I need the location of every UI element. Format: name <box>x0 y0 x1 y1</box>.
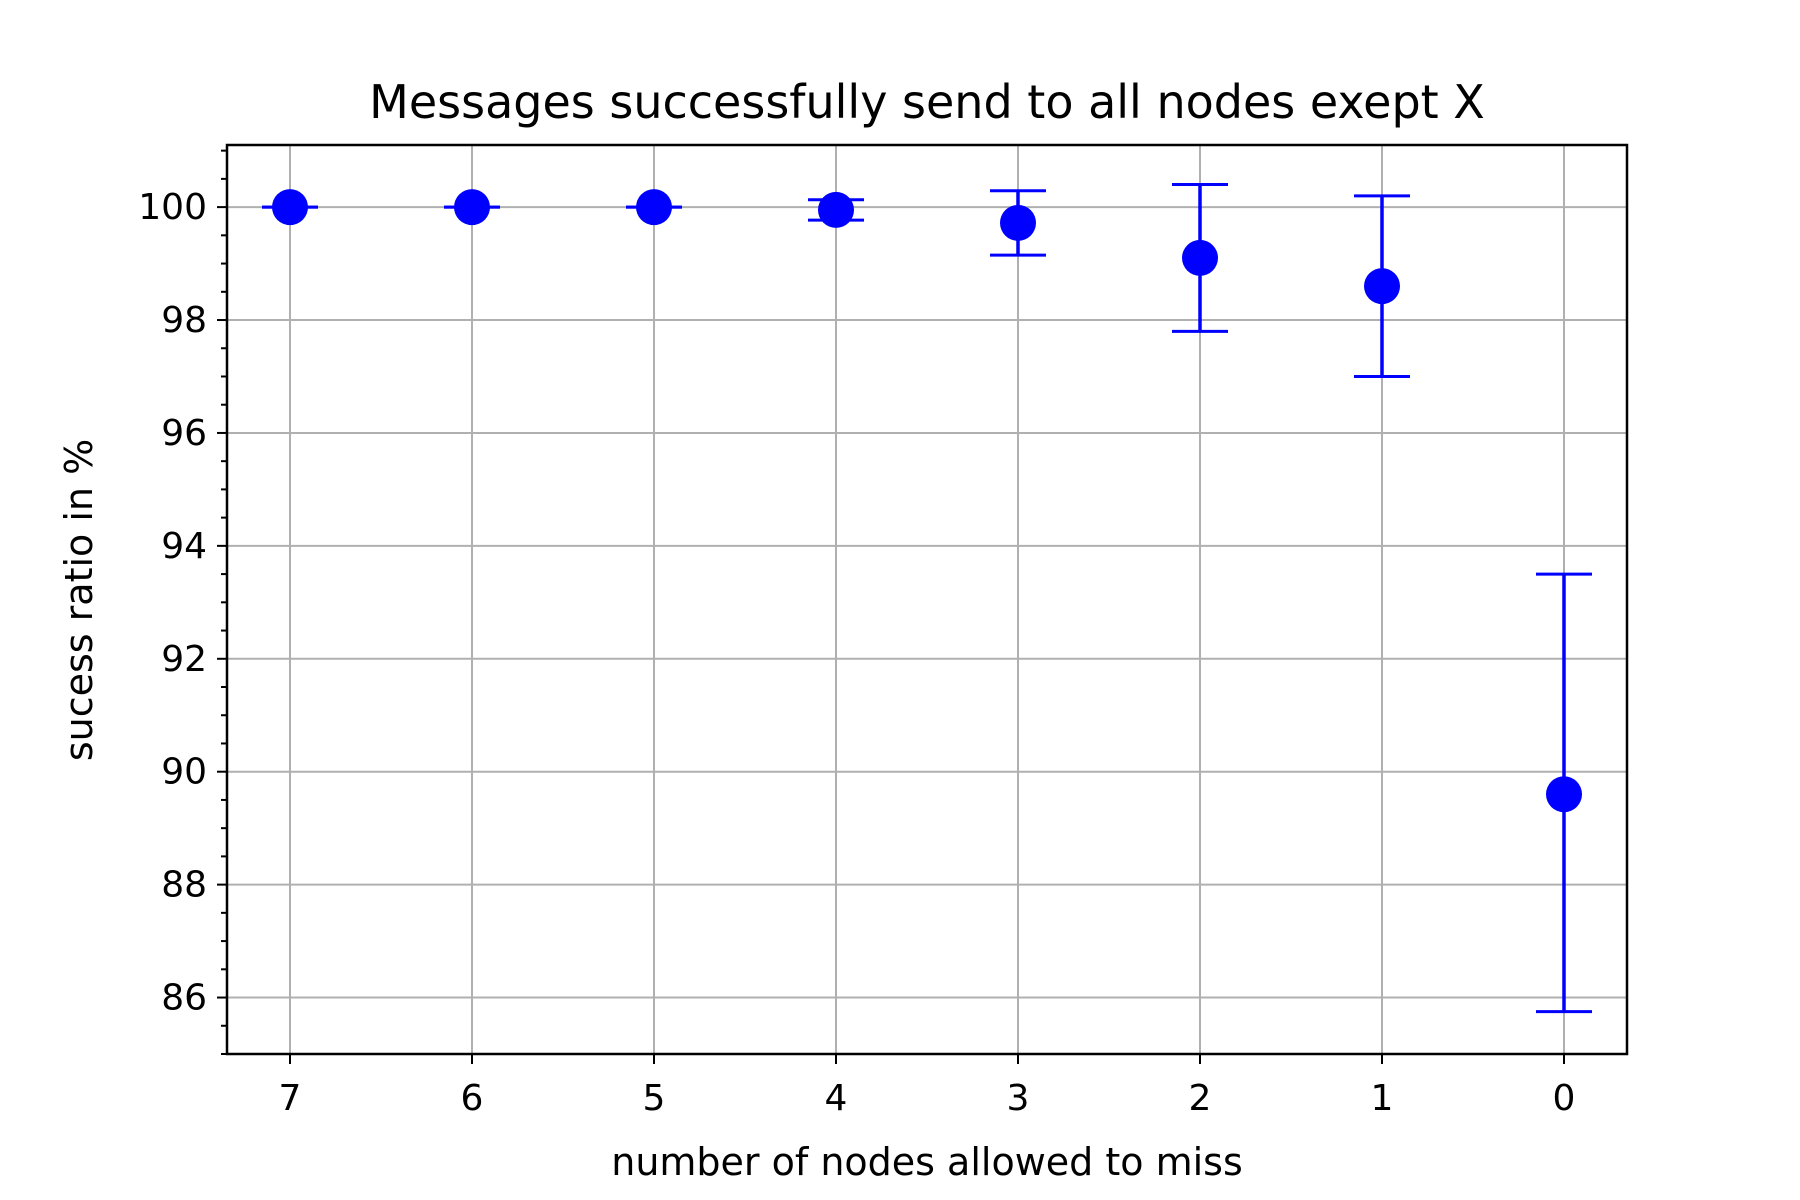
data-point <box>1000 204 1036 241</box>
x-tick-label: 2 <box>1189 1078 1212 1119</box>
data-point <box>454 189 490 226</box>
y-axis-label: sucess ratio in % <box>57 439 101 761</box>
x-tick-label: 5 <box>643 1078 666 1119</box>
x-tick-label: 4 <box>825 1078 848 1119</box>
y-tick-label: 100 <box>138 187 207 228</box>
chart-title: Messages successfully send to all nodes … <box>369 75 1485 129</box>
y-tick-label: 96 <box>161 413 207 454</box>
data-point <box>818 191 854 228</box>
data-point <box>272 189 308 226</box>
y-tick-label: 92 <box>161 639 207 680</box>
y-axis-ticks: 86 88 90 92 94 96 98 100 <box>138 149 227 1055</box>
y-tick-label: 86 <box>161 978 207 1019</box>
y-tick-label: 90 <box>161 752 207 793</box>
x-tick-label: 0 <box>1553 1078 1576 1119</box>
x-tick-label: 3 <box>1007 1078 1030 1119</box>
data-points <box>272 189 1582 813</box>
data-point <box>1546 776 1582 813</box>
data-point <box>636 189 672 226</box>
plot-area-frame <box>225 143 1629 1056</box>
data-point <box>1364 268 1400 305</box>
y-tick-label: 88 <box>161 865 207 906</box>
x-tick-label: 7 <box>279 1078 302 1119</box>
x-axis-ticks: 7 6 5 4 3 2 1 0 <box>279 1054 1576 1119</box>
x-tick-label: 6 <box>461 1078 484 1119</box>
error-bars <box>262 183 1592 1014</box>
x-axis-label: number of nodes allowed to miss <box>611 1140 1243 1184</box>
x-tick-label: 1 <box>1371 1078 1394 1119</box>
data-point <box>1182 239 1218 276</box>
y-tick-label: 94 <box>161 526 207 567</box>
y-tick-label: 98 <box>161 300 207 341</box>
grid <box>227 145 1627 1054</box>
